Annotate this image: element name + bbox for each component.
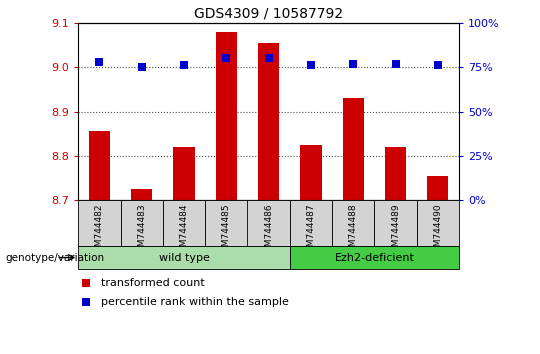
Point (434, 63, 442, 68)
Text: GSM744484: GSM744484 (179, 204, 188, 258)
Text: percentile rank within the sample: percentile rank within the sample (101, 297, 289, 307)
Bar (173, 147, 194, 200)
Text: GSM744483: GSM744483 (137, 204, 146, 258)
Text: GSM744485: GSM744485 (222, 204, 231, 258)
Bar (332, 200, 374, 246)
Bar (374, 200, 417, 246)
Text: GSM744489: GSM744489 (391, 204, 400, 258)
Bar (290, 246, 459, 269)
Text: genotype/variation: genotype/variation (5, 252, 105, 263)
Bar (258, 43, 279, 200)
Text: transformed count: transformed count (101, 278, 205, 288)
Bar (163, 200, 205, 246)
Bar (78, 246, 290, 269)
Bar (300, 145, 321, 200)
Point (222, 56, 231, 61)
Point (82, 299, 90, 305)
Bar (205, 200, 247, 246)
Bar (216, 32, 237, 200)
Point (95, 59, 104, 65)
Title: GDS4309 / 10587792: GDS4309 / 10587792 (194, 6, 343, 21)
Text: wild type: wild type (159, 252, 210, 263)
Bar (247, 200, 290, 246)
Text: Ezh2-deficient: Ezh2-deficient (334, 252, 414, 263)
Text: GSM744482: GSM744482 (95, 204, 104, 258)
Text: GSM744486: GSM744486 (264, 204, 273, 258)
Text: GSM744490: GSM744490 (433, 204, 442, 258)
Point (391, 61, 400, 67)
Point (137, 64, 146, 70)
Text: GSM744487: GSM744487 (307, 204, 315, 258)
Point (180, 63, 188, 68)
Bar (89, 131, 110, 200)
Bar (343, 98, 364, 200)
Bar (427, 176, 448, 200)
Bar (290, 200, 332, 246)
Point (265, 56, 273, 61)
Bar (385, 147, 406, 200)
Point (349, 61, 357, 67)
Bar (131, 189, 152, 200)
Point (307, 63, 315, 68)
Bar (78, 200, 120, 246)
Point (82, 280, 90, 286)
Bar (120, 200, 163, 246)
Bar (417, 200, 459, 246)
Text: GSM744488: GSM744488 (349, 204, 357, 258)
